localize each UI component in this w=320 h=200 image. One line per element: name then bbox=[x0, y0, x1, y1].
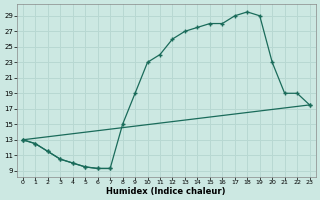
X-axis label: Humidex (Indice chaleur): Humidex (Indice chaleur) bbox=[107, 187, 226, 196]
